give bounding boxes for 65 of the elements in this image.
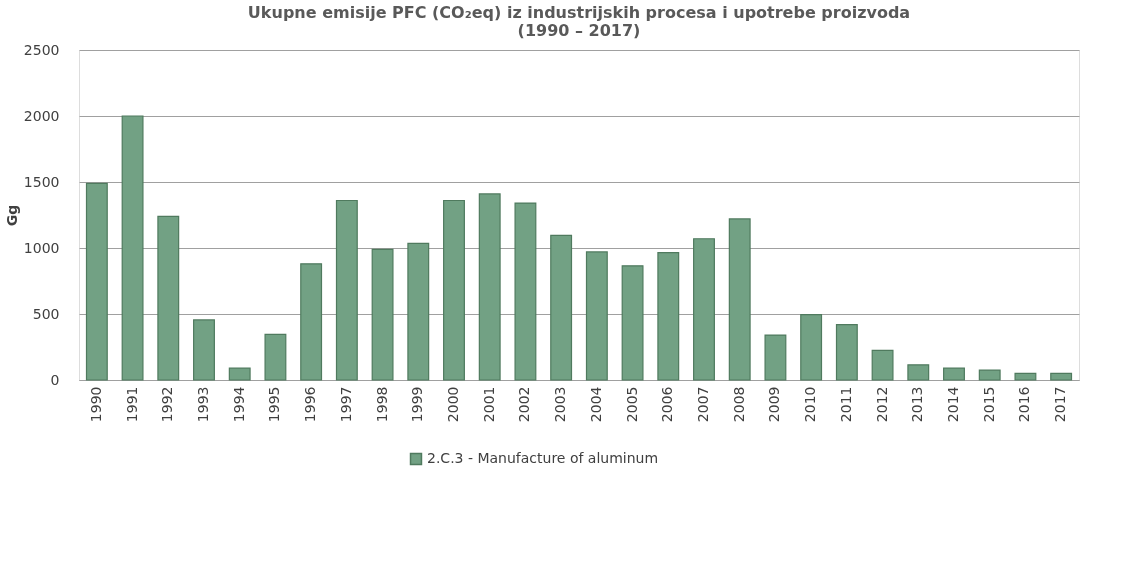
x-tick-label: 2012 (873, 386, 890, 423)
x-tick-label: 1991 (123, 386, 140, 423)
y-axis-title: Gg (3, 204, 20, 227)
x-tick-label: 2014 (945, 386, 961, 423)
bar (193, 319, 215, 381)
bar (621, 265, 644, 381)
bar (978, 369, 1001, 381)
bar (157, 215, 180, 381)
x-tick-label: 1999 (409, 386, 426, 423)
bar (693, 238, 715, 381)
bar (514, 202, 537, 381)
bar (228, 367, 251, 381)
y-tick-label: 2000 (23, 107, 60, 124)
bar (943, 367, 965, 381)
y-tick-label: 500 (32, 305, 60, 322)
x-tick-label: 1994 (230, 386, 247, 423)
x-tick-label: 1992 (159, 386, 176, 423)
bar (728, 218, 751, 381)
bar (85, 182, 108, 381)
bar (835, 323, 858, 381)
x-tick-label: 2009 (766, 386, 783, 423)
x-tick-label: 2001 (480, 386, 497, 423)
bar (764, 334, 787, 381)
x-tick-label: 1998 (373, 386, 390, 423)
x-tick-label: 2004 (587, 386, 604, 423)
y-tick-label: 1000 (23, 239, 60, 256)
x-tick-label: 2011 (837, 386, 854, 423)
y-tick-label: 1500 (23, 173, 60, 190)
bar (657, 252, 680, 381)
x-tick-label: 2017 (1052, 386, 1069, 423)
x-tick-label: 2013 (909, 386, 926, 423)
x-tick-label: 2016 (1016, 386, 1033, 423)
bar (800, 314, 823, 381)
bar (871, 349, 894, 381)
bar (264, 333, 287, 381)
x-tick-label: 2006 (659, 386, 676, 423)
bar (1014, 372, 1037, 381)
bar (121, 115, 144, 381)
x-tick-label: 2000 (445, 386, 461, 423)
bar (1050, 372, 1073, 381)
x-tick-label: 2003 (552, 386, 569, 423)
chart-title: Ukupne emisije PFC (CO₂eq) iz industrijskih procesa i upotrebe proizvoda (1990 – 2017) (247, 3, 911, 40)
legend-label: 2.C.3 - Manufacture of aluminum (427, 450, 659, 466)
bar (300, 263, 323, 381)
x-tick-label: 2015 (980, 386, 997, 423)
y-tick-label: 2500 (23, 41, 60, 58)
x-tick-label: 1996 (302, 386, 319, 423)
bar (407, 242, 430, 381)
x-tick-label: 2008 (730, 386, 747, 423)
bar (907, 364, 930, 381)
bar (443, 199, 465, 381)
y-tick-label: 0 (50, 371, 60, 388)
x-tick-label: 2010 (802, 386, 819, 423)
x-tick-label: 1995 (266, 386, 283, 423)
x-tick-label: 1993 (195, 386, 211, 423)
x-tick-label: 2007 (695, 386, 711, 423)
x-tick-label: 2002 (516, 386, 533, 423)
bar (550, 234, 573, 381)
bar (335, 199, 358, 381)
bar (585, 251, 608, 381)
bar (478, 193, 501, 381)
x-tick-label: 1990 (87, 386, 104, 423)
bar (371, 248, 394, 381)
x-tick-label: 1997 (337, 386, 354, 423)
x-tick-label: 2005 (623, 386, 640, 423)
